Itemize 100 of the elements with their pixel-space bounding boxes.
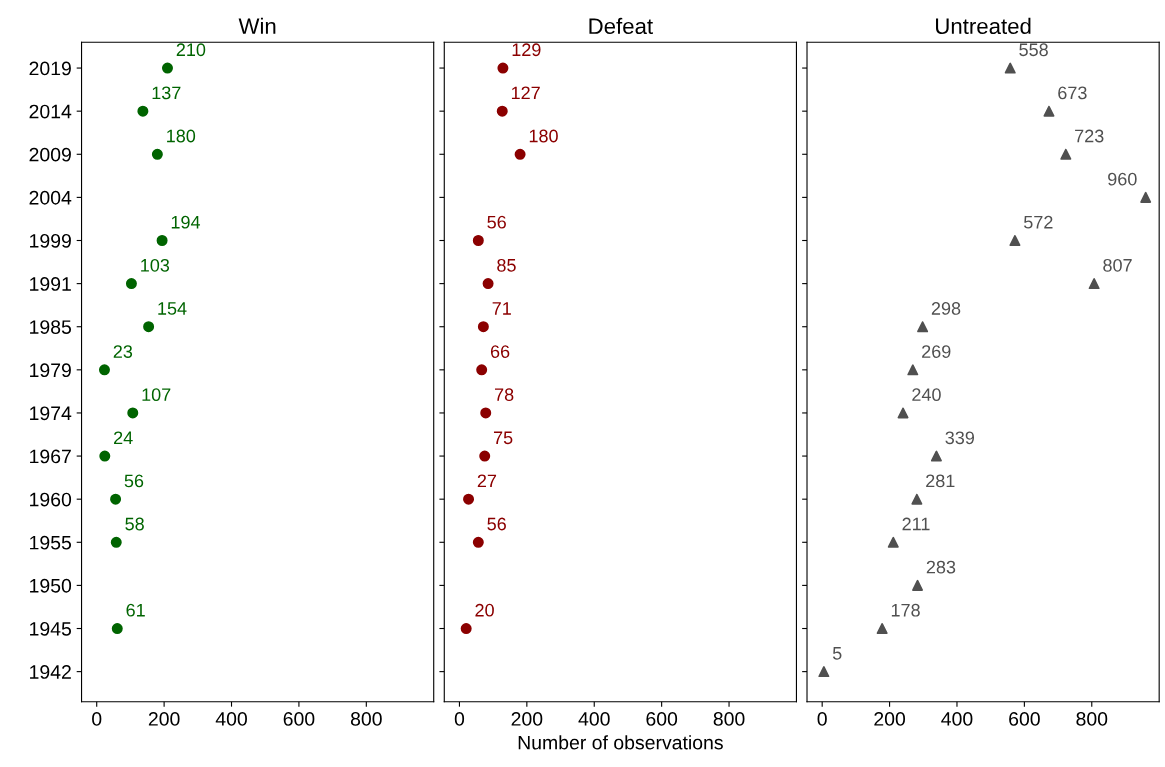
point	[151, 148, 163, 160]
y-tick-label: 1985	[30, 320, 72, 334]
data-label: 269	[922, 345, 951, 358]
point	[930, 450, 942, 462]
data-label: 178	[891, 603, 920, 617]
x-tick-label: 400	[941, 712, 973, 726]
y-tick-label: 1974	[30, 406, 72, 421]
x-tick-label: 800	[1076, 712, 1108, 726]
y-tick-label: 1945	[30, 621, 72, 636]
data-label: 558	[1019, 43, 1048, 57]
y-tick-label: 2019	[29, 61, 71, 76]
data-label: 194	[171, 215, 201, 229]
data-label: 240	[912, 388, 941, 402]
y-tick-label: 1955	[30, 535, 72, 550]
point	[477, 321, 489, 333]
point	[463, 493, 475, 505]
x-tick-label: 0	[454, 712, 465, 726]
point	[1088, 278, 1100, 290]
point	[907, 364, 919, 376]
point	[818, 666, 830, 678]
y-tick-label: 2004	[29, 190, 72, 205]
point	[472, 235, 484, 246]
data-label: 807	[1103, 258, 1132, 272]
data-label: 78	[494, 388, 514, 402]
data-label: 24	[114, 431, 133, 444]
point	[472, 536, 484, 548]
data-label: 180	[167, 129, 196, 143]
point	[887, 536, 899, 548]
x-axis-title: Number of observations	[518, 735, 723, 750]
point	[1060, 148, 1072, 160]
data-label: 210	[176, 43, 206, 57]
point	[876, 623, 888, 635]
chart-title: Untreated	[936, 17, 1031, 35]
y-tick-label: 1950	[30, 578, 72, 593]
data-label: 56	[487, 517, 506, 531]
data-label: 281	[926, 474, 955, 488]
y-tick-label: 2009	[29, 147, 71, 162]
point	[125, 278, 137, 290]
data-label: 723	[1075, 129, 1104, 143]
point	[514, 148, 526, 160]
x-tick-label: 600	[1009, 712, 1040, 726]
data-label: 960	[1108, 172, 1137, 186]
data-label: 20	[475, 603, 494, 617]
data-label: 85	[497, 258, 516, 272]
data-label: 137	[152, 86, 181, 100]
x-tick-label: 400	[215, 712, 247, 726]
x-tick-label: 800	[350, 712, 382, 726]
point	[911, 493, 923, 505]
y-tick-label: 1960	[30, 492, 72, 507]
data-label: 71	[492, 302, 511, 315]
point	[1004, 62, 1016, 74]
data-label: 23	[113, 345, 133, 358]
data-label: 56	[124, 474, 144, 488]
point	[110, 493, 122, 505]
x-tick-label: 400	[578, 712, 610, 726]
point	[1140, 191, 1152, 203]
data-label: 5	[832, 647, 842, 660]
data-label: 283	[926, 560, 956, 574]
data-label: 180	[529, 129, 558, 143]
chart-title: Win	[238, 17, 276, 34]
data-label: 127	[511, 86, 540, 100]
y-tick-label: 1991	[30, 277, 71, 291]
x-tick-label: 200	[874, 712, 906, 726]
point	[897, 407, 909, 419]
point	[480, 407, 492, 419]
x-tick-label: 200	[148, 712, 180, 726]
point	[912, 579, 924, 591]
point	[137, 105, 149, 117]
x-tick-label: 0	[817, 712, 827, 726]
point	[497, 62, 509, 74]
chart-title: Defeat	[589, 17, 653, 35]
point	[98, 364, 110, 376]
x-tick-label: 0	[92, 712, 102, 726]
data-label: 61	[126, 603, 145, 617]
point	[476, 364, 488, 376]
point	[460, 623, 472, 635]
x-tick-label: 200	[511, 712, 543, 726]
point	[143, 321, 155, 333]
point	[1043, 105, 1055, 117]
x-tick-label: 600	[283, 712, 315, 726]
x-tick-label: 800	[713, 712, 745, 726]
data-label: 154	[158, 302, 187, 315]
y-tick-label: 1967	[30, 449, 71, 464]
data-label: 58	[125, 517, 144, 531]
point	[917, 321, 929, 333]
y-tick-label: 2014	[29, 104, 72, 119]
y-tick-label: 1999	[30, 233, 71, 248]
data-label: 107	[142, 388, 171, 402]
data-label: 56	[487, 215, 506, 229]
point	[111, 623, 123, 635]
point	[110, 536, 122, 548]
y-tick-label: 1979	[30, 363, 71, 378]
data-label: 673	[1058, 86, 1087, 100]
data-label: 298	[931, 302, 961, 315]
point	[479, 450, 491, 462]
point	[156, 235, 168, 246]
point	[161, 62, 173, 74]
data-label: 339	[945, 431, 975, 445]
data-label: 572	[1023, 215, 1053, 229]
point	[1009, 235, 1021, 246]
